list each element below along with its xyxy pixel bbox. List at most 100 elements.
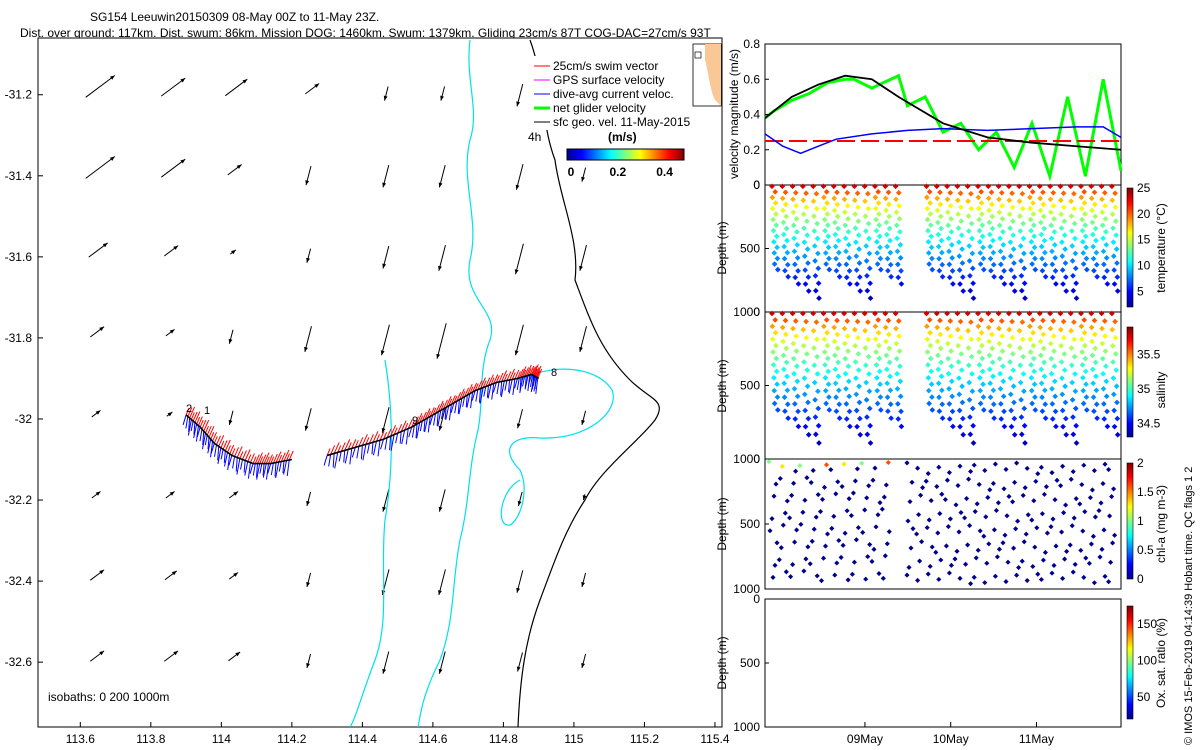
isobaths-label: isobaths: 0 200 1000m — [48, 690, 169, 704]
profile-point — [884, 541, 890, 547]
profile-point — [1018, 414, 1025, 420]
profile-point — [1030, 329, 1036, 336]
profile-point — [855, 334, 861, 341]
profile-point — [877, 244, 883, 251]
swim-vector — [407, 419, 413, 429]
profile-point — [865, 205, 872, 212]
dac-vector — [351, 447, 356, 458]
swim-vector — [244, 449, 251, 461]
swim-vector — [206, 425, 212, 436]
profile-point — [823, 261, 829, 267]
profile-point — [1010, 218, 1016, 225]
profile-point — [774, 407, 781, 413]
profile-point — [927, 563, 933, 569]
profile-point — [1092, 514, 1098, 520]
profile-point — [927, 200, 933, 206]
profile-point — [1061, 367, 1068, 373]
profile-point — [1078, 194, 1085, 201]
profile-point — [882, 553, 888, 559]
profile-point — [959, 260, 966, 266]
profile-point — [958, 351, 965, 357]
profile-point — [851, 197, 858, 204]
profile-point — [867, 295, 874, 302]
profile-point — [978, 317, 985, 323]
profile-point — [844, 508, 850, 514]
profile-point — [923, 310, 930, 317]
velocity-y-ticks: 00.20.40.60.8 — [743, 37, 769, 192]
profile-point — [1104, 281, 1111, 287]
dac-vector — [423, 419, 426, 432]
profile-point — [770, 574, 776, 580]
profile-point — [1113, 246, 1120, 252]
swim-vector — [224, 439, 231, 452]
profile-point — [1109, 326, 1116, 333]
profile-point — [822, 387, 829, 394]
profile-point — [1102, 573, 1108, 579]
velocity-tick-label: 0.6 — [743, 72, 760, 86]
profile-point — [871, 546, 877, 552]
profile-point — [1011, 545, 1017, 551]
profile-point — [867, 440, 874, 446]
profile-point — [948, 229, 955, 235]
chla-depth-label: Depth (m) — [715, 497, 729, 550]
profile-point — [853, 267, 860, 273]
current-vector-head — [173, 245, 179, 250]
profile-point — [824, 329, 830, 336]
profile-point — [954, 183, 961, 190]
current-vector-head — [582, 495, 587, 501]
profile-point — [854, 281, 860, 287]
dac-vector — [207, 437, 210, 450]
profile-point — [804, 232, 811, 238]
profile-point — [1006, 183, 1012, 190]
swim-vector — [443, 399, 448, 410]
profile-point — [887, 387, 894, 394]
map-x-tick-label: 114.4 — [348, 732, 377, 746]
colorbar-tick-label: 34.5 — [1137, 416, 1161, 430]
profile-point — [926, 188, 933, 195]
profile-point — [1027, 336, 1034, 343]
profile-point — [1089, 231, 1096, 238]
current-vector-head — [231, 249, 236, 255]
profile-point — [914, 531, 920, 537]
current-vector-head — [517, 500, 522, 506]
profile-scatter — [766, 183, 1121, 587]
dac-vector — [244, 461, 249, 476]
profile-point — [1007, 239, 1014, 245]
profile-point — [843, 385, 849, 392]
dac-vector — [356, 446, 360, 459]
profile-point — [875, 329, 882, 336]
swim-vector — [464, 387, 470, 397]
profile-point — [1059, 529, 1065, 535]
profile-point — [1052, 393, 1058, 400]
profile-point — [855, 367, 862, 373]
profile-point — [1081, 329, 1088, 336]
profile-point — [856, 383, 862, 390]
time-tick-label: 10May — [933, 732, 969, 746]
profile-point — [937, 511, 943, 517]
dac-vector — [390, 434, 395, 451]
profile-point — [965, 345, 972, 351]
swim-vector — [368, 434, 374, 444]
profile-point — [774, 394, 781, 400]
profile-point — [1060, 281, 1066, 287]
profile-point — [774, 381, 780, 388]
profile-point — [804, 367, 811, 373]
profile-point — [776, 557, 782, 563]
temperature-depth-label: Depth (m) — [715, 221, 729, 274]
profile-point — [769, 310, 775, 317]
swim-vector — [189, 406, 196, 419]
colorbar-tick-label: 25 — [1137, 181, 1151, 195]
dac-vector — [528, 374, 533, 385]
profile-point — [853, 375, 859, 381]
profile-point — [852, 225, 859, 232]
profile-point — [1036, 310, 1043, 317]
swim-vector — [493, 374, 499, 384]
profile-point — [963, 561, 969, 567]
dac-vector — [182, 414, 187, 426]
profile-point — [846, 496, 852, 502]
profile-point — [959, 246, 965, 252]
colorbar-tick-label: 1 — [1137, 514, 1144, 528]
profile-point — [1078, 310, 1084, 317]
profile-point — [865, 353, 872, 360]
profile-point — [1101, 261, 1107, 268]
